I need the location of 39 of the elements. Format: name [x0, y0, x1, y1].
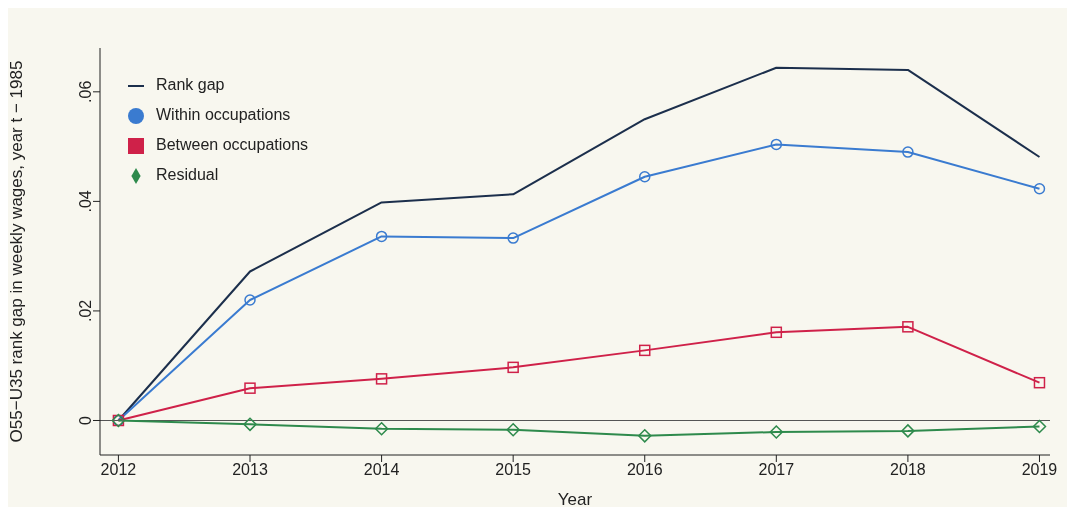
point — [507, 361, 519, 374]
point — [901, 424, 915, 438]
point — [1032, 419, 1047, 434]
x-tick-label: 2016 — [626, 461, 663, 479]
y-tick-label: .06 — [76, 80, 94, 103]
x-tick-label: 2014 — [363, 461, 400, 479]
legend-label: Within occupations — [156, 106, 291, 123]
point — [506, 423, 520, 437]
legend-label: Residual — [156, 166, 219, 183]
point — [770, 138, 783, 151]
point — [243, 417, 257, 432]
y-axis-title: O55−U35 rank gap in weekly wages, year t − 1985 — [7, 60, 27, 443]
y-tick-label: 0 — [76, 415, 94, 425]
point — [902, 321, 914, 333]
point — [770, 326, 783, 339]
x-tick-label: 2019 — [1021, 461, 1058, 479]
point — [1033, 183, 1046, 195]
point — [507, 232, 519, 244]
point — [375, 230, 388, 243]
point — [244, 294, 256, 306]
point — [374, 421, 389, 436]
point — [1033, 376, 1046, 389]
y-tick-label: .02 — [76, 299, 94, 323]
point — [902, 146, 914, 158]
x-tick-label: 2017 — [758, 461, 795, 479]
point — [638, 170, 651, 183]
y-tick-label: .04 — [76, 190, 94, 213]
point — [637, 429, 652, 443]
x-tick-label: 2018 — [890, 461, 926, 479]
point — [244, 382, 256, 394]
legend-label: Between occupations — [156, 136, 309, 153]
point — [375, 373, 388, 385]
x-tick-label: 2012 — [100, 461, 137, 479]
point — [769, 425, 784, 439]
x-tick-label: 2015 — [495, 461, 532, 479]
point — [638, 344, 651, 357]
x-axis-title: Year — [557, 490, 593, 509]
x-tick-label: 2013 — [232, 461, 268, 479]
legend-label: Rank gap — [156, 76, 225, 93]
